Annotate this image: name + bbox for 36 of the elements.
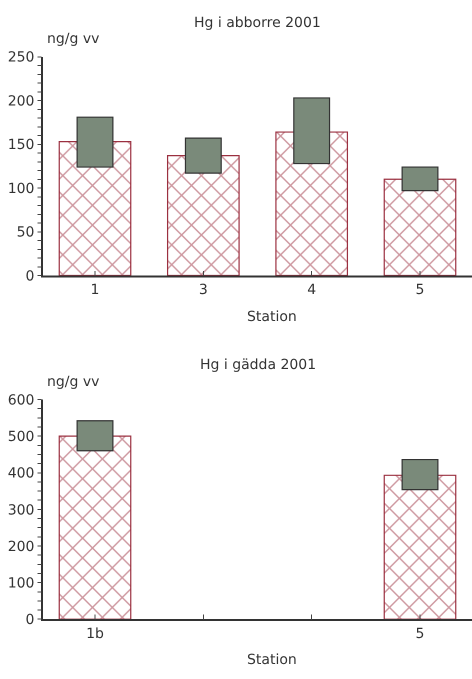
y-tick-label: 600 xyxy=(8,392,34,408)
x-axis-title: Station xyxy=(247,652,297,668)
bar xyxy=(402,458,438,490)
x-tick-label: 1 xyxy=(90,282,100,298)
y-tick-label: 150 xyxy=(8,137,34,154)
y-axis-title: ng/g vv xyxy=(47,374,100,390)
y-tick-label: 250 xyxy=(8,50,34,66)
bar xyxy=(184,138,222,174)
y-tick-label: 0 xyxy=(26,268,34,284)
chart-title: Hg i abborre 2001 xyxy=(194,15,321,31)
bar xyxy=(58,436,132,620)
x-tick-label: 4 xyxy=(307,282,316,298)
bar xyxy=(76,420,114,452)
y-tick-label: 50 xyxy=(16,224,34,241)
bar xyxy=(293,97,330,164)
bar xyxy=(384,178,456,276)
bar xyxy=(402,166,438,192)
bar xyxy=(58,141,132,276)
y-tick-label: 100 xyxy=(8,180,34,197)
y-tick-label: 400 xyxy=(8,466,34,482)
bar xyxy=(384,474,456,620)
x-tick-label: 3 xyxy=(198,282,208,298)
y-tick-label: 200 xyxy=(8,538,34,555)
x-tick-label: 1b xyxy=(86,626,104,642)
x-tick-label: 5 xyxy=(416,282,424,298)
y-tick-label: 300 xyxy=(8,502,34,518)
x-tick-label: 5 xyxy=(416,626,424,642)
y-tick-label: 200 xyxy=(8,93,34,110)
y-tick-label: 100 xyxy=(8,576,34,592)
y-tick-label: 0 xyxy=(26,612,34,628)
y-tick-label: 500 xyxy=(8,429,34,446)
bar xyxy=(76,116,114,168)
bar xyxy=(166,155,240,276)
y-axis-title: ng/g vv xyxy=(47,31,100,47)
chart-title: Hg i gädda 2001 xyxy=(200,357,316,373)
x-axis-title: Station xyxy=(247,309,297,325)
